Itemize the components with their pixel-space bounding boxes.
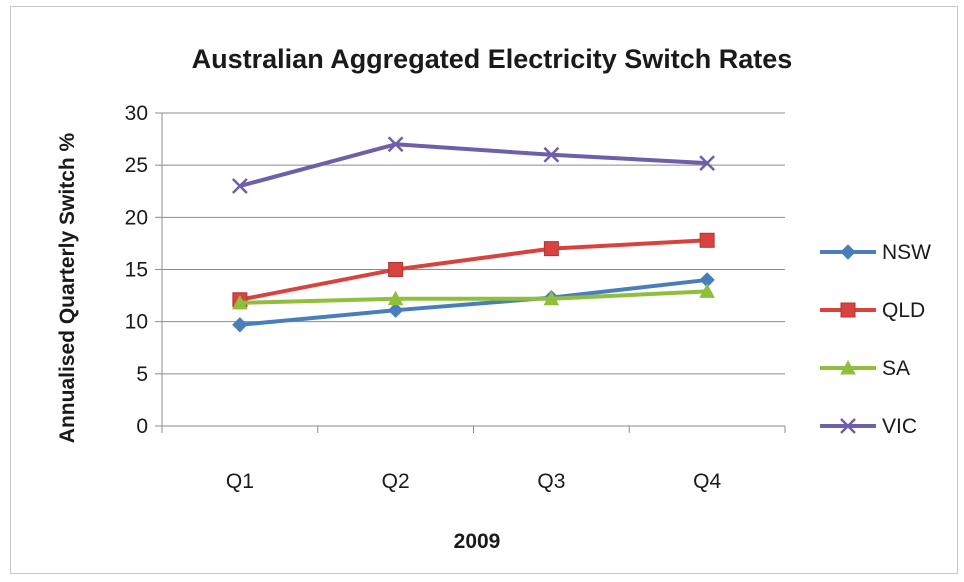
series-nsw: [232, 272, 715, 333]
x-axis-title: 2009: [454, 530, 501, 553]
legend-label-vic: VIC: [882, 415, 917, 438]
point-qld-q4: [699, 232, 715, 248]
y-tick-label-20: 20: [125, 206, 148, 229]
chart-frame: [10, 6, 958, 574]
x-tick-labels: Q1 Q2 Q3 Q4: [226, 470, 722, 493]
legend-marker-qld: [840, 302, 856, 318]
point-sa-q3: [543, 290, 560, 306]
x-tick-label-q3: Q3: [537, 470, 565, 493]
axes: [155, 112, 786, 433]
series-qld: [232, 232, 715, 308]
series-line-sa: [239, 289, 708, 305]
legend-item-sa: SA: [820, 357, 910, 380]
series-line-vic: [239, 142, 708, 188]
legend: NSW QLD SA VIC: [820, 241, 931, 438]
gridlines: [162, 112, 785, 375]
x-tick-label-q1: Q1: [226, 470, 254, 493]
x-tick-label-q2: Q2: [382, 470, 410, 493]
y-tick-label-25: 25: [125, 154, 148, 177]
y-tick-label-5: 5: [136, 363, 148, 386]
series-line-qld: [239, 238, 708, 302]
series-sa: [232, 283, 715, 310]
point-sa-q2: [387, 290, 404, 306]
point-qld-q2: [388, 262, 404, 277]
point-qld-q3: [543, 241, 559, 257]
point-nsw-q2: [387, 302, 404, 318]
y-tick-label-30: 30: [125, 102, 148, 125]
legend-marker-sa: [840, 359, 856, 375]
legend-item-vic: VIC: [820, 415, 917, 438]
x-tick-label-q4: Q4: [693, 470, 721, 493]
legend-item-nsw: NSW: [820, 241, 931, 264]
chart-title: Australian Aggregated Electricity Switch…: [192, 44, 793, 74]
point-vic-q4: [699, 155, 716, 171]
series-line-nsw: [239, 277, 708, 327]
y-tick-label-0: 0: [136, 415, 148, 438]
y-axis-title: Annualised Quarterly Switch %: [56, 132, 79, 443]
point-sa-q4: [699, 283, 715, 298]
series-vic: [231, 136, 716, 194]
legend-marker-vic: [840, 418, 856, 434]
legend-label-sa: SA: [882, 357, 910, 380]
point-vic-q2: [387, 136, 404, 153]
legend-marker-nsw: [840, 244, 856, 260]
legend-item-qld: QLD: [820, 299, 925, 322]
legend-label-qld: QLD: [882, 299, 925, 322]
point-vic-q3: [543, 146, 560, 163]
point-nsw-q1: [232, 317, 248, 333]
legend-label-nsw: NSW: [882, 241, 931, 264]
y-tick-label-10: 10: [125, 311, 148, 334]
point-vic-q1: [231, 178, 248, 194]
y-tick-labels: 0 5 10 15 20 25 30: [125, 102, 148, 438]
series-lines: [231, 136, 716, 333]
y-tick-label-15: 15: [125, 259, 148, 282]
point-sa-q1: [232, 294, 248, 310]
